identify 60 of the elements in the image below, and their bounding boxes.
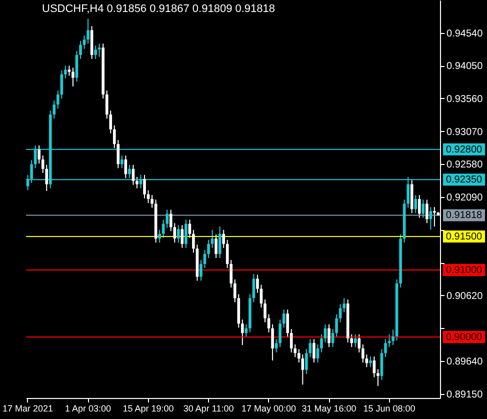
candlestick [338, 304, 342, 323]
candlestick [143, 174, 146, 199]
candlestick [392, 329, 394, 346]
candlestick [354, 334, 357, 348]
ref-line-label: 0.90000 [446, 332, 483, 344]
ref-line-label: 0.92350 [446, 174, 483, 186]
ref-line-label: 0.91000 [446, 265, 483, 276]
candlestick [422, 199, 425, 218]
y-tick-label: 0.93070 [446, 126, 484, 138]
y-tick-label: 0.92090 [446, 192, 484, 204]
x-tick-label: 1 Apr 03:00 [65, 404, 112, 414]
candlestick [361, 344, 364, 363]
y-tick-label: 0.92580 [446, 160, 484, 171]
candlestick [150, 194, 154, 208]
candlestick [94, 45, 97, 60]
candlestick [358, 334, 361, 353]
candlestick [384, 338, 387, 358]
candlestick [158, 229, 161, 244]
candlestick [72, 67, 74, 87]
x-tick-label: 17 May 00:00 [241, 404, 296, 414]
candlestick [320, 334, 323, 353]
candlestick [120, 154, 124, 169]
y-tick-label: 0.90620 [446, 290, 484, 302]
x-tick-label: 15 Jun 08:00 [363, 404, 416, 414]
x-tick-label: 15 Apr 19:00 [122, 404, 174, 414]
candlestick [222, 229, 225, 248]
candlestick [369, 356, 372, 368]
candlestick [38, 144, 40, 164]
candlestick [176, 224, 180, 244]
candlestick [214, 234, 218, 258]
x-tick-label: 31 May 16:00 [302, 404, 356, 414]
y-tick-label: 0.93560 [446, 94, 484, 105]
y-tick-label: 0.94540 [446, 28, 484, 40]
candlestick [79, 40, 82, 60]
candlestick [180, 224, 184, 248]
ref-line-label: 0.92800 [446, 144, 483, 156]
y-tick-label: 0.89640 [446, 356, 484, 368]
ref-line-label: 0.91818 [446, 210, 483, 222]
y-tick-label: 0.94050 [446, 61, 484, 72]
y-tick-label: 0.89150 [446, 389, 484, 400]
x-tick-label: 17 Mar 2021 [2, 404, 54, 414]
candlestick [376, 368, 380, 386]
candlestick [418, 194, 421, 218]
chart-title: USDCHF,H4 0.91856 0.91867 0.91809 0.91818 [42, 3, 276, 15]
candlestick [200, 259, 202, 282]
candlestick [184, 219, 188, 248]
x-tick-label: 30 Apr 11:00 [183, 404, 234, 414]
candlestick [286, 309, 290, 338]
candlestick [210, 229, 214, 248]
candlestick [328, 324, 330, 348]
candlestick [426, 199, 428, 224]
candlestick [241, 319, 244, 346]
candlestick [264, 299, 266, 323]
candlestick [414, 194, 418, 214]
candlestick [136, 176, 138, 189]
candlestick [64, 65, 67, 79]
candlestick [290, 328, 293, 353]
candlestick [312, 338, 316, 363]
ref-line-label: 0.91500 [446, 232, 483, 243]
candlestick [433, 206, 436, 227]
